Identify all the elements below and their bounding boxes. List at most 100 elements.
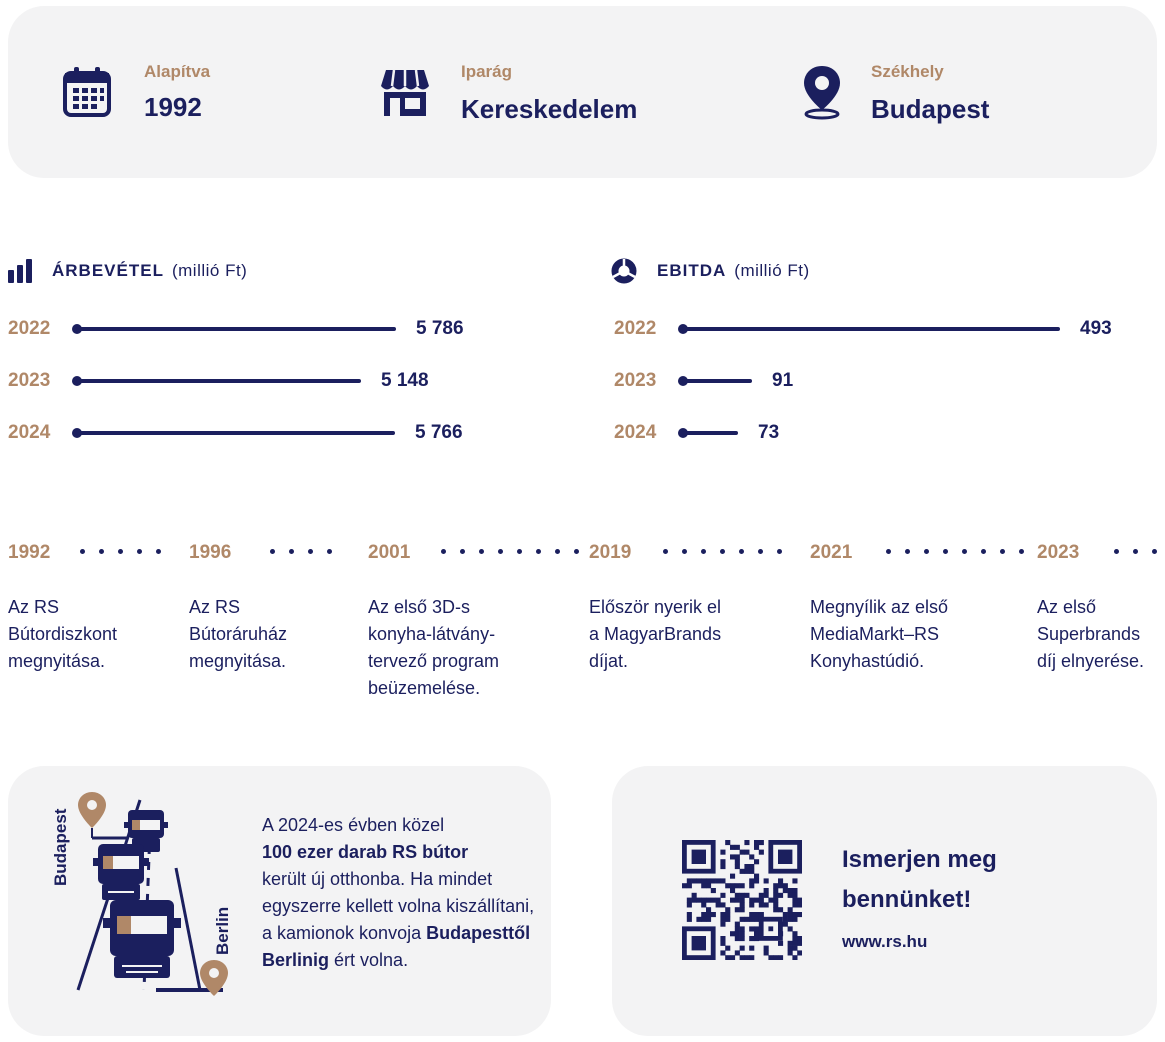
timeline-year: 2023 [1037,542,1080,563]
shop-icon [381,69,429,116]
timeline-text-line: Konyhastúdió. [810,651,925,671]
qr-url-link[interactable]: www.rs.hu [842,932,928,951]
qr-code-icon[interactable] [682,840,802,960]
timeline-dot [1133,549,1138,554]
timeline-text-line: Bútordiszkont [8,624,118,644]
timeline-year: 1992 [8,542,51,563]
timeline-dot [682,549,687,554]
ebitda-unit: (millió Ft) [734,261,810,280]
hq-label: Székhely [871,62,944,81]
calendar-icon [63,67,111,117]
ebitda-bar [682,379,752,383]
timeline-dot [441,549,446,554]
timeline-dot [270,549,275,554]
timeline-text-line: konyha-látvány- [368,624,496,644]
timeline-year: 1996 [189,542,232,563]
timeline-text-line: Az RS [8,597,60,617]
timeline-dots [441,549,579,555]
timeline-dot [981,549,986,554]
timeline-dot [701,549,706,554]
timeline-dot [924,549,929,554]
timeline-year: 2001 [368,542,411,563]
convoy-text-1: A 2024-es évben közel [262,815,445,835]
timeline-dot [758,549,763,554]
timeline-text-line: Az első 3D-s [368,597,471,617]
revenue-bar [76,431,395,435]
ebitda-year-label: 2023 [614,370,657,391]
revenue-value-label: 5 786 [416,318,464,339]
timeline-dots [80,549,161,555]
timeline-dot [99,549,104,554]
timeline-text-line: a MagyarBrands [589,624,722,644]
start-pin-icon [78,792,128,840]
timeline-dot [1152,549,1157,554]
convoy-text-3: ért volna. [334,950,409,970]
timeline-dot [536,549,541,554]
timeline-dot [137,549,142,554]
convoy-start-label: Budapest [51,808,70,886]
timeline-text-line: díjat. [589,651,629,671]
ebitda-title: EBITDA [657,261,727,280]
map-pin-icon [804,66,840,120]
timeline-text-line: Először nyerik el [589,597,722,617]
qr-panel: Ismerjen meg bennünket! www.rs.hu [612,766,1157,1036]
timeline-text-line: Megnyílik az első [810,597,949,617]
donut-chart-icon [611,258,637,284]
ebitda-year-label: 2022 [614,318,657,339]
timeline-text-line: megnyitása. [8,651,106,671]
founded-label: Alapítva [144,62,211,81]
revenue-value-label: 5 148 [381,370,429,391]
truck-convoy-illustration: Budapest Berlin [51,792,232,996]
timeline-dot [1114,549,1119,554]
ebitda-value-label: 73 [758,422,780,443]
timeline-dot [1000,549,1005,554]
truck-icon [103,900,181,978]
revenue-bar [76,379,361,383]
timeline-text: Az első 3D-s konyha-látvány-tervező progr… [368,594,499,702]
industry-label: Iparág [461,62,513,81]
timeline-text: Az első Superbrands díj elnyerése. [1037,594,1144,675]
timeline-dot [156,549,161,554]
ebitda-bar [682,431,738,435]
ebitda-value-label: 91 [772,370,794,391]
timeline-text: Először nyerik el a MagyarBrands díjat. [589,594,721,675]
timeline-dot [308,549,313,554]
convoy-text-2: került új otthonba. Ha mindet egyszerre … [262,869,535,943]
timeline-year: 2021 [810,542,853,563]
convoy-panel: Budapest Berlin [8,766,551,1036]
timeline-dot [80,549,85,554]
timeline-dots [663,549,782,555]
revenue-value-label: 5 766 [415,422,463,443]
timeline-year: 2019 [589,542,632,563]
timeline-dot [739,549,744,554]
timeline-text: Az RS Bútoráruház megnyitása. [189,594,287,675]
timeline-dot [517,549,522,554]
truck-icon [93,844,149,900]
revenue-year-label: 2023 [8,370,51,391]
timeline-text-line: megnyitása. [189,651,287,671]
timeline-text-line: tervező program [368,651,500,671]
revenue-year-label: 2022 [8,318,51,339]
timeline-dot [905,549,910,554]
timeline-dot [555,549,560,554]
bar-chart-icon [8,259,32,283]
timeline-dot [962,549,967,554]
convoy-text-bold-1: 100 ezer darab RS bútor [262,842,469,862]
qr-title: Ismerjen meg bennünket! [842,846,997,913]
timeline-text-line: Az RS [189,597,241,617]
hq-value: Budapest [871,94,990,124]
company-info-panel: Alapítva 1992 Iparág Kereskedelem Székhe… [8,6,1157,178]
timeline-text-line: Bútoráruház [189,624,288,644]
timeline-text: Az RS Bútordiszkont megnyitása. [8,594,117,675]
revenue-chart-title: ÁRBEVÉTEL (millió Ft) [8,258,247,284]
ebitda-year-label: 2024 [614,422,657,443]
convoy-description: A 2024-es évben közel 100 ezer darab RS … [262,812,544,974]
timeline-text-line: díj elnyerése. [1037,651,1145,671]
timeline-dots [270,549,332,555]
timeline-dots [886,549,1024,555]
revenue-title: ÁRBEVÉTEL [52,261,164,280]
timeline-dot [663,549,668,554]
timeline-dot [118,549,123,554]
founded-value: 1992 [144,92,202,122]
timeline-dots [1114,549,1157,555]
